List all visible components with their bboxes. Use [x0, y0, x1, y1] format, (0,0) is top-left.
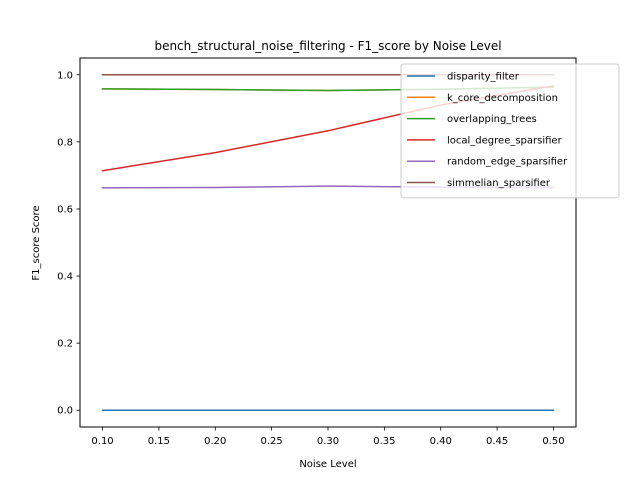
- x-tick-label: 0.25: [261, 436, 283, 447]
- legend-label: overlapping_trees: [447, 114, 537, 125]
- x-tick-label: 0.15: [148, 436, 170, 447]
- legend-label: disparity_filter: [447, 72, 520, 83]
- legend-label: random_edge_sparsifier: [447, 157, 568, 168]
- legend: disparity_filter k_core_decompositionover…: [400, 63, 620, 199]
- y-tick-label: 0.0: [57, 406, 73, 417]
- y-tick-label: 1.0: [57, 70, 73, 81]
- x-axis: 0.10 0.15 0.20 0.25 0.30 0.35 0.40 0.45 0.50: [91, 427, 565, 447]
- legend-label: simmelian_sparsifier: [447, 178, 551, 189]
- y-axis: 0.0 0.2 0.4 0.6 0.8 1.0: [57, 70, 80, 417]
- x-tick-label: 0.45: [486, 436, 508, 447]
- x-tick-label: 0.40: [430, 436, 452, 447]
- y-tick-label: 0.8: [57, 137, 73, 148]
- y-tick-label: 0.4: [57, 272, 73, 283]
- x-tick-label: 0.10: [91, 436, 113, 447]
- x-axis-label: Noise Level: [299, 459, 356, 470]
- x-tick-label: 0.50: [542, 436, 564, 447]
- x-tick-label: 0.35: [373, 436, 395, 447]
- y-axis-label: F1_score Score: [31, 205, 42, 280]
- legend-label: local_degree_sparsifier: [447, 135, 563, 146]
- chart-title: bench_structural_noise_filtering - F1_sc…: [154, 39, 501, 53]
- y-tick-label: 0.2: [57, 339, 73, 350]
- x-tick-label: 0.20: [204, 436, 226, 447]
- x-tick-label: 0.30: [317, 436, 339, 447]
- axes-frame: [79, 57, 577, 428]
- legend-box: [400, 63, 620, 199]
- legend-label: k_core_decomposition: [447, 93, 558, 104]
- y-tick-label: 0.6: [57, 204, 73, 215]
